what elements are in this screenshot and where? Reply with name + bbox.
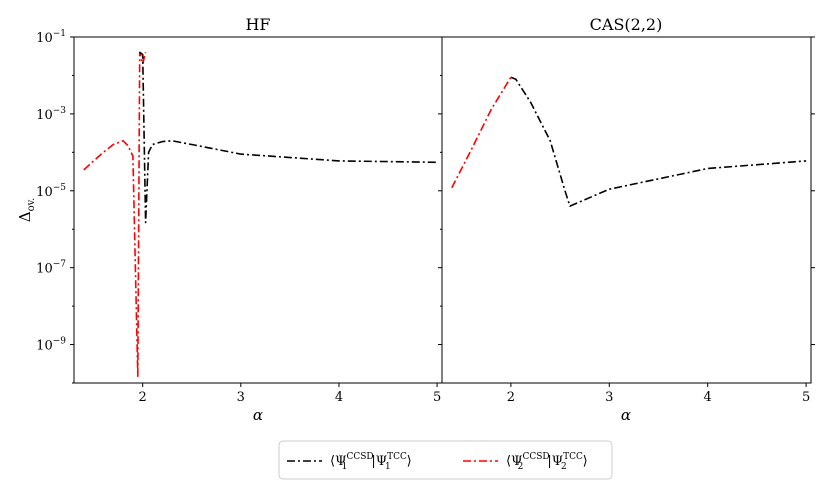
ytick-label: 10−7 (36, 260, 66, 277)
hf-xtick-label: 2 (139, 390, 147, 405)
hf-xtick-label: 4 (335, 390, 343, 405)
legend: ⟨ΨCCSD 1 |ΨTCC 1 ⟩ ⟨ΨCCSD 2 |ΨTCC 2 ⟩ (278, 440, 613, 480)
legend-box (278, 440, 613, 480)
ytick-label: 10−5 (36, 183, 66, 200)
hf-xtick-label: 5 (433, 390, 441, 405)
cas-xtick-label: 5 (802, 390, 810, 405)
legend-label-1: ⟨ΨCCSD 1 |ΨTCC 1 ⟩ (330, 452, 412, 472)
cas-series-line-2 (510, 76, 807, 207)
ylabel-subscript: ov. (26, 198, 37, 212)
cas-series-line-1 (451, 76, 512, 189)
hf-series-line-2 (139, 51, 438, 224)
hf-ticks: 2 3 4 5 10−1 10−3 10−5 10−7 10−9 (36, 29, 441, 405)
ytick-label: 10−9 (36, 337, 66, 354)
cas-title: CAS(2,2) (590, 15, 663, 34)
cas-ticks: 2 3 4 5 (438, 36, 815, 405)
cas-xtick-label: 3 (605, 390, 613, 405)
hf-xtick-label: 3 (237, 390, 245, 405)
hf-series (83, 51, 438, 378)
ylabel: Δov. (16, 198, 37, 223)
cas-xtick-label: 2 (507, 390, 515, 405)
hf-xlabel: α (253, 406, 263, 424)
cas-series (451, 76, 807, 207)
ytick-label: 10−3 (36, 106, 66, 123)
hf-title: HF (245, 15, 270, 34)
ylabel-symbol: Δ (16, 211, 34, 222)
ytick-label: 10−1 (36, 29, 66, 46)
cas-xlabel: α (621, 406, 631, 424)
cas-plot-area (441, 36, 812, 384)
cas-xtick-label: 4 (704, 390, 712, 405)
hf-series-line-1 (83, 51, 147, 378)
hf-plot-area (73, 36, 443, 384)
legend-label-2: ⟨ΨCCSD 2 |ΨTCC 2 ⟩ (506, 452, 588, 472)
